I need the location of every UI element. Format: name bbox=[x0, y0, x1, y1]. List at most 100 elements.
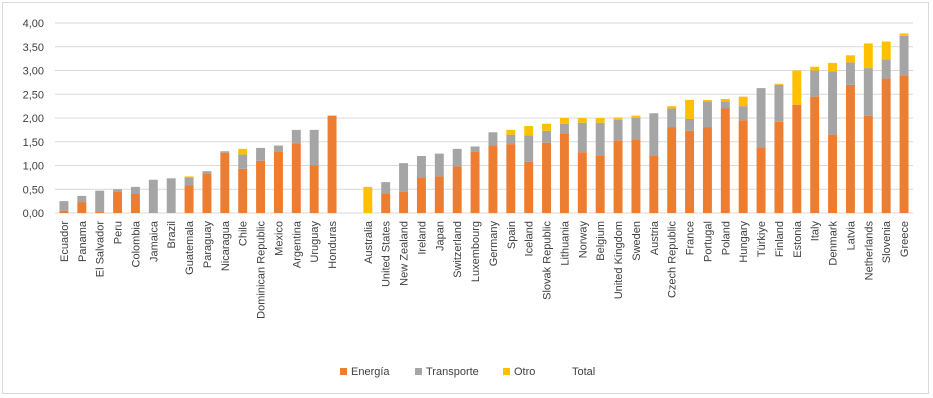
bar-energia bbox=[470, 151, 480, 213]
category-label: New Zealand bbox=[399, 221, 411, 286]
bar-otro bbox=[792, 70, 802, 105]
bar-energia bbox=[649, 156, 659, 213]
category-label: Slovenia bbox=[881, 220, 893, 263]
bar-energia bbox=[506, 144, 516, 213]
bar-transporte bbox=[238, 154, 248, 169]
bar-energia bbox=[399, 191, 409, 213]
category-label: Belgium bbox=[595, 221, 607, 261]
category-label: Mexico bbox=[273, 221, 285, 256]
bar-energia bbox=[452, 166, 462, 213]
bar-energia bbox=[130, 194, 140, 213]
bar-energia bbox=[184, 185, 194, 213]
bar-energia bbox=[667, 127, 677, 213]
bar-energia bbox=[309, 165, 319, 213]
bar-energia bbox=[59, 210, 69, 213]
category-label: Peru bbox=[113, 221, 125, 244]
bar-transporte bbox=[720, 101, 730, 109]
bar-transporte bbox=[291, 129, 301, 144]
bar-transporte bbox=[434, 153, 444, 177]
category-label: Denmark bbox=[828, 221, 840, 266]
bar-otro bbox=[631, 115, 641, 118]
category-label: Colombia bbox=[130, 220, 142, 267]
category-label: Türkiye bbox=[756, 221, 768, 257]
bar-energia bbox=[95, 212, 105, 213]
bar-energia bbox=[327, 115, 337, 213]
bar-transporte bbox=[828, 71, 838, 135]
bar-otro bbox=[184, 176, 194, 178]
bar-transporte bbox=[738, 106, 748, 121]
legend-label: Transporte bbox=[426, 366, 479, 378]
bar-energia bbox=[559, 133, 569, 213]
bar-energia bbox=[113, 191, 123, 213]
bar-transporte bbox=[220, 151, 230, 153]
category-label: Greece bbox=[899, 221, 911, 257]
bar-transporte bbox=[631, 118, 641, 140]
bar-energia bbox=[828, 134, 838, 213]
bar-otro bbox=[613, 117, 623, 120]
category-label: Chile bbox=[238, 221, 250, 246]
bar-energia bbox=[738, 120, 748, 213]
y-tick-label: 0,50 bbox=[23, 184, 44, 196]
bar-energia bbox=[774, 121, 784, 213]
category-label: Poland bbox=[720, 221, 732, 255]
category-label: Luxembourg bbox=[470, 221, 482, 282]
legend-label: Otro bbox=[514, 366, 535, 378]
legend-swatch bbox=[503, 368, 510, 375]
category-label: Paraguay bbox=[202, 221, 214, 269]
bar-transporte bbox=[113, 189, 123, 192]
category-label: Ireland bbox=[416, 221, 428, 255]
bar-energia bbox=[577, 152, 587, 213]
category-label: France bbox=[685, 221, 697, 255]
bar-transporte bbox=[59, 201, 69, 211]
bar-transporte bbox=[667, 108, 677, 128]
bar-energia bbox=[881, 78, 891, 213]
bar-otro bbox=[363, 186, 373, 213]
category-label: Germany bbox=[488, 221, 500, 267]
category-label: Guatemala bbox=[184, 220, 196, 275]
category-label: Netherlands bbox=[863, 221, 875, 281]
bar-transporte bbox=[130, 186, 140, 194]
bar-otro bbox=[881, 41, 891, 60]
category-label: Finland bbox=[774, 221, 786, 257]
category-label: Hungary bbox=[738, 221, 750, 263]
bar-energia bbox=[899, 75, 909, 213]
y-tick-label: 1,00 bbox=[23, 161, 44, 173]
bar-energia bbox=[238, 168, 248, 213]
bar-transporte bbox=[202, 171, 212, 174]
category-label: Italy bbox=[810, 221, 822, 242]
category-label: Dominican Republic bbox=[256, 221, 268, 319]
chart-frame bbox=[2, 2, 929, 394]
bar-otro bbox=[559, 118, 569, 124]
bar-transporte bbox=[381, 182, 391, 194]
bar-energia bbox=[434, 176, 444, 213]
bar-energia bbox=[291, 143, 301, 213]
bar-energia bbox=[863, 115, 873, 213]
bar-otro bbox=[542, 123, 552, 131]
bar-transporte bbox=[309, 129, 319, 166]
bar-energia bbox=[845, 84, 855, 213]
bar-energia bbox=[202, 173, 212, 213]
bar-energia bbox=[220, 152, 230, 213]
category-label: Nicaragua bbox=[220, 220, 232, 271]
bar-transporte bbox=[559, 123, 569, 134]
bar-energia bbox=[273, 151, 283, 213]
bar-energia bbox=[702, 127, 712, 213]
bar-transporte bbox=[810, 70, 820, 97]
bar-otro bbox=[899, 33, 909, 36]
category-label: Austria bbox=[649, 220, 661, 255]
bar-otro bbox=[702, 99, 712, 102]
bar-otro bbox=[238, 148, 248, 155]
bar-transporte bbox=[756, 88, 766, 148]
category-label: Portugal bbox=[702, 221, 714, 262]
bar-transporte bbox=[95, 190, 105, 213]
category-label: Jamaica bbox=[148, 220, 160, 262]
category-label: Lithuania bbox=[559, 220, 571, 266]
y-tick-label: 3,00 bbox=[23, 66, 44, 78]
bar-transporte bbox=[774, 84, 784, 122]
bar-energia bbox=[756, 147, 766, 213]
bar-otro bbox=[524, 126, 534, 136]
category-label: Honduras bbox=[327, 221, 339, 269]
category-label: Norway bbox=[577, 221, 589, 259]
bar-transporte bbox=[685, 118, 695, 131]
